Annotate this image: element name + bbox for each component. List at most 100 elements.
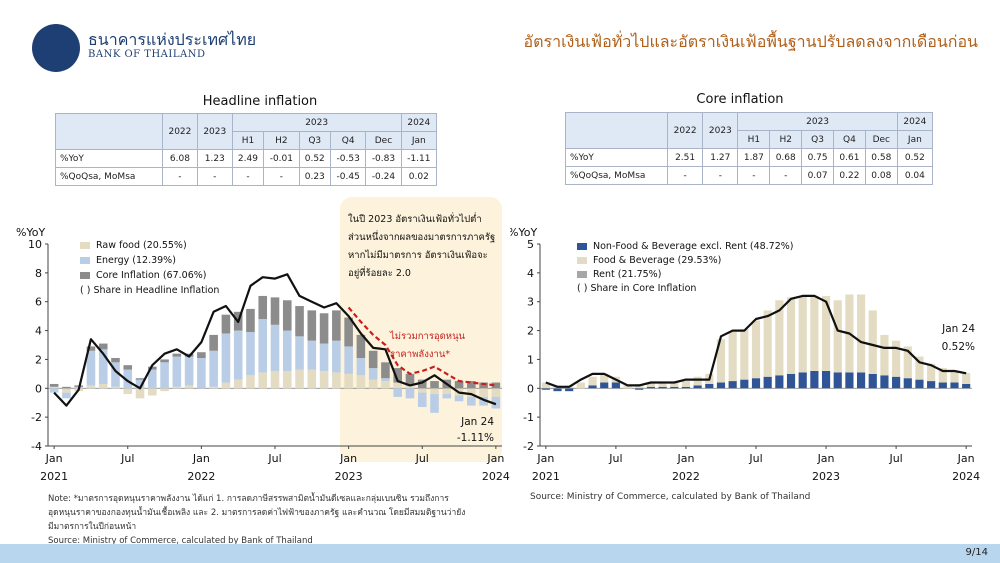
x-tick-label: Jan [676,452,694,465]
bar-segment [467,396,476,406]
legend-label: Raw food (20.55%) [96,240,187,251]
y-tick-label: 0 [35,382,42,395]
bar-segment [184,356,194,386]
y-tick-label: 3 [527,296,534,309]
bar-segment [98,343,108,350]
bar-segment [751,320,761,379]
row-label: %YoY [565,148,668,167]
legend-label: Non-Food & Beverage excl. Rent (48.72%) [593,241,794,252]
table-cell: -0.01 [263,149,300,168]
legend-item: Food & Beverage (29.53%) [577,255,794,269]
bar-segment [417,392,427,408]
legend-item: Rent (21.75%) [577,269,794,283]
bar-segment [49,383,59,387]
group-header: 2023 [231,113,402,132]
bar-segment [246,308,255,333]
bar-segment [344,346,353,374]
core-inflation-table: 2022 2023 2023 2024 H1 H2 Q3 Q4 Dec Jan … [565,112,934,185]
bar-segment [270,370,280,389]
x-tick-year: 2021 [532,470,560,483]
bar-segment [368,379,378,389]
bar-segment [915,356,924,380]
bar-segment [332,372,341,389]
bar-segment [356,357,366,376]
y-tick-label: 6 [35,296,42,309]
bar-segment [798,372,807,389]
col-header: 2023 [196,113,233,150]
bar-segment [821,370,831,389]
bar-segment [393,382,402,389]
col-header: Q4 [833,130,866,149]
bar-segment [393,388,402,397]
legend-swatch [80,242,90,249]
table-cell: - [666,166,704,185]
bottom-bar [0,544,1000,563]
bar-segment [417,388,427,393]
table-cell: 0.75 [801,148,835,167]
bar-segment [892,376,901,389]
legend-swatch [577,271,587,278]
bar-segment [716,382,726,389]
table-cell: -1.11 [400,149,438,168]
bar-segment [368,368,378,380]
table-cell: 0.04 [896,166,934,185]
col-header: H1 [737,130,771,149]
bar-segment [98,349,108,384]
legend-label: Food & Beverage (29.53%) [593,255,722,266]
bar-segment [430,381,439,389]
bar-segment [786,373,796,389]
bar-segment [962,372,971,384]
bar-segment [123,365,133,370]
bar-segment [62,388,71,393]
policy-note-text: ในปี 2023 อัตราเงินเฟ้อทั่วไปต่ำ ส่วนหนึ… [348,214,496,279]
bar-segment [148,366,157,370]
bar-segment [751,378,761,389]
bar-segment [270,297,280,325]
bar-segment [233,330,243,380]
bar-segment [295,306,304,337]
headline-last-value: -1.11% [456,432,494,444]
headline-last-label: Jan 24 [461,416,494,428]
bar-segment [86,385,96,389]
y-tick-label: 2 [35,353,42,366]
bar-segment [344,317,353,347]
bar-segment [258,372,268,389]
col-header: Jan [400,131,438,150]
table-cell: 1.87 [737,148,771,167]
table-row: %YoY 6.08 1.23 2.49 -0.01 0.52 -0.53 -0.… [55,149,438,168]
y-tick-label: -2 [31,411,42,424]
table-cell: - [769,166,803,185]
bar-segment [491,396,501,409]
bar-segment [356,334,366,358]
group-header: 2024 [400,113,438,132]
y-tick-label: 8 [35,267,42,280]
logo-thai-name: ธนาคารแห่งประเทศไทย [88,30,257,49]
bar-segment [705,383,714,389]
bar-segment [393,368,402,383]
legend-item: Energy (12.39%) [80,255,219,270]
bar-segment [172,353,182,357]
legend-item: Non-Food & Beverage excl. Rent (48.72%) [577,241,794,255]
legend-item: Raw food (20.55%) [80,240,219,255]
bar-segment [681,386,691,389]
y-tick-label: 1 [527,353,534,366]
bar-segment [786,297,796,374]
x-tick-year: 2023 [335,470,363,483]
bar-segment [903,378,912,389]
core-last-label: Jan 24 [942,323,975,335]
table-cell: 0.61 [833,148,866,167]
legend-note: ( ) Share in Core Inflation [577,283,697,294]
x-tick-label: Jul [267,452,281,465]
col-header: H2 [263,131,300,150]
bar-segment [405,373,415,386]
table-cell: - [737,166,771,185]
y-tick-label: 4 [35,325,42,338]
legend-swatch [80,257,90,264]
bar-segment [623,385,632,389]
bar-segment [258,319,268,373]
bar-segment [430,394,439,413]
y-tick-label: -1 [523,411,534,424]
y-tick-label: -2 [523,440,534,453]
bar-segment [856,294,866,373]
x-tick-label: Jan [339,452,357,465]
